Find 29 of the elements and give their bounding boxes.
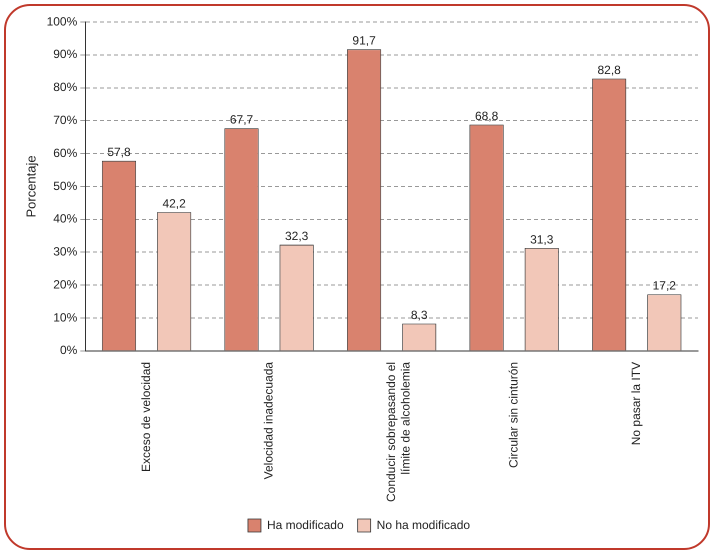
text: 68,8	[474, 108, 498, 123]
text: 42,2	[162, 196, 186, 210]
text: 17,2	[652, 278, 676, 293]
y-tick-label: 20%	[53, 277, 78, 292]
y-tick-label: 80%	[53, 80, 78, 94]
y-tick-label: 70%	[53, 112, 78, 127]
y-tick-label: 90%	[53, 47, 78, 62]
x-tick-label: Circular sin cinturón	[506, 362, 520, 468]
y-tick-label: 0%	[60, 343, 78, 358]
y-tick-label: 100%	[46, 14, 78, 28]
legend-label: Ha modificado	[266, 518, 344, 532]
y-tick-label: 60%	[53, 146, 78, 160]
y-axis-title: Porcentaje	[23, 155, 38, 218]
x-tick-label: No pasar la ITV	[629, 362, 644, 446]
x-tick-label: Velocidad inadecuada	[261, 362, 276, 480]
legend-label: No ha modificado	[376, 518, 470, 532]
text: 8,3	[410, 308, 428, 322]
y-tick-label: 10%	[53, 310, 78, 324]
x-tick-label: Exceso de velocidad	[138, 362, 153, 472]
y-tick-label: 50%	[53, 178, 78, 193]
text: 57,8	[107, 145, 131, 160]
text: 67,7	[230, 112, 254, 127]
text: 31,3	[530, 232, 554, 246]
text: 82,8	[597, 62, 621, 77]
text: 91,7	[352, 34, 376, 48]
x-tick-label: Conducir sobrepasando el límite de alcoholemia	[384, 362, 412, 502]
y-tick-label: 30%	[53, 244, 78, 259]
text: 32,3	[284, 228, 308, 243]
y-tick-label: 40%	[53, 212, 78, 226]
